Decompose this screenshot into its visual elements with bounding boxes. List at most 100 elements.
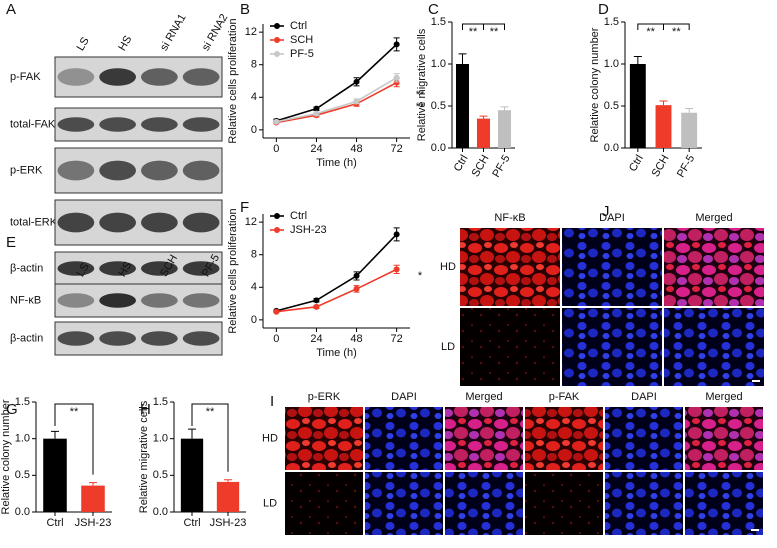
blot-band <box>141 117 178 132</box>
micrograph <box>365 407 443 470</box>
micrograph <box>285 407 363 470</box>
y-axis-label: Relative colony number <box>589 27 601 142</box>
y-tick-label: 8 <box>251 59 257 71</box>
legend-marker <box>274 213 280 219</box>
data-point <box>273 118 280 125</box>
lane-label: si RNA2 <box>200 12 231 53</box>
blot-band <box>182 68 220 86</box>
legend-label: Ctrl <box>290 20 307 32</box>
row-label: total-FAK <box>10 118 56 130</box>
error-bar <box>685 108 694 113</box>
blot-band <box>57 261 95 276</box>
column-label: DAPI <box>631 391 657 403</box>
blot-band <box>182 117 220 132</box>
error-bar <box>51 430 59 439</box>
y-tick-label: 0.0 <box>431 142 446 154</box>
y-tick-label: 0.5 <box>604 100 619 112</box>
micrograph <box>685 472 763 535</box>
panel-label: D <box>598 1 609 18</box>
error-bar <box>633 55 642 64</box>
series-line <box>276 268 397 313</box>
legend-marker <box>274 37 280 43</box>
data-point <box>313 297 320 304</box>
data-point <box>353 98 360 105</box>
y-tick-label: 1.0 <box>153 433 168 445</box>
bar <box>81 485 105 512</box>
x-tick-label: PF-5 <box>675 153 697 180</box>
micrograph <box>664 308 764 386</box>
annotation: ** <box>672 26 681 38</box>
y-tick-label: 0 <box>251 314 257 326</box>
y-tick-label: 0.0 <box>604 142 619 154</box>
series-line <box>276 233 398 312</box>
annotation: ** <box>490 26 499 38</box>
panel-label: J <box>602 203 610 220</box>
blot-band <box>57 293 95 308</box>
blot-band <box>182 212 220 233</box>
bar <box>455 64 470 148</box>
blot-band <box>99 261 136 276</box>
y-tick-label: 12 <box>245 26 257 38</box>
bar <box>180 438 204 512</box>
y-tick-label: 0 <box>251 124 257 136</box>
scale-bar <box>752 380 760 382</box>
micrograph <box>365 472 443 535</box>
y-axis-label: Relative colony number <box>0 399 12 514</box>
blot-band <box>99 212 136 233</box>
micrograph <box>460 228 560 306</box>
y-axis-label: Relative migrative cells <box>416 28 428 141</box>
data-point <box>313 303 320 310</box>
error-bar <box>500 106 509 111</box>
x-tick-label: 24 <box>310 143 322 155</box>
annotation: ** <box>646 26 655 38</box>
panel-label: F <box>240 199 249 216</box>
data-point <box>393 79 400 86</box>
x-tick-label: Ctrl <box>452 153 471 174</box>
blot-band <box>57 160 95 181</box>
x-tick-label: SCH <box>470 153 492 179</box>
legend-label: Ctrl <box>290 210 307 222</box>
significance-bracket <box>462 23 505 30</box>
error-bar <box>659 100 668 106</box>
y-tick-label: 1.0 <box>431 58 446 70</box>
panel-label: B <box>240 1 250 18</box>
bar <box>43 438 67 512</box>
bar <box>476 118 491 148</box>
row-label: NF-κB <box>10 294 41 306</box>
panel-label: C <box>428 1 439 18</box>
column-label: p-FAK <box>549 391 580 403</box>
lane-label: LS <box>75 35 92 53</box>
blot-band <box>141 68 178 86</box>
y-tick-label: 8 <box>251 249 257 261</box>
micrograph <box>285 472 363 535</box>
blot-band <box>141 331 178 346</box>
series-line <box>276 81 398 124</box>
data-point <box>353 285 360 292</box>
data-point <box>313 110 320 117</box>
column-label: Merged <box>705 391 742 403</box>
legend-label: JSH-23 <box>290 224 327 236</box>
micrograph <box>562 308 662 386</box>
x-tick-label: SCH <box>650 153 672 179</box>
x-tick-label: 24 <box>310 333 322 345</box>
blot-band <box>99 331 136 346</box>
lane-label: HS <box>116 34 134 53</box>
blot-band <box>57 212 95 233</box>
micrograph <box>525 407 603 470</box>
legend-marker <box>274 23 280 29</box>
error-bar <box>479 115 488 119</box>
data-point <box>273 308 280 315</box>
column-label: DAPI <box>391 391 417 403</box>
data-point <box>393 266 400 273</box>
y-tick-label: 0.5 <box>431 100 446 112</box>
row-label: LD <box>441 341 455 353</box>
blot-band <box>57 117 95 132</box>
bar <box>681 112 698 148</box>
data-point <box>393 231 400 238</box>
bar <box>497 110 512 148</box>
blot-band <box>141 212 178 233</box>
x-tick-label: Ctrl <box>46 517 63 529</box>
x-axis-label: Time (h) <box>316 347 357 359</box>
column-label: DAPI <box>599 212 625 224</box>
